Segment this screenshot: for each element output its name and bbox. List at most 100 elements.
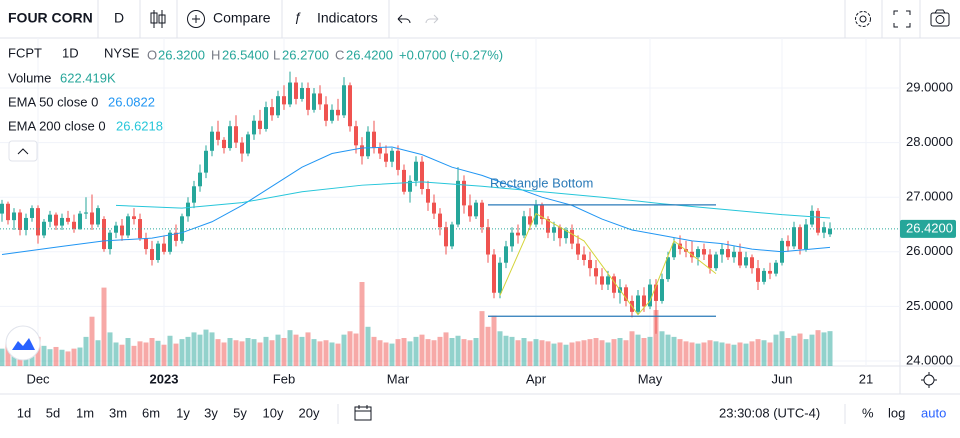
candle-body xyxy=(570,229,574,244)
percent-toggle[interactable]: % xyxy=(862,405,874,420)
volume-bar xyxy=(485,326,491,366)
auto-toggle[interactable]: auto xyxy=(921,405,946,420)
volume-bar xyxy=(701,342,707,366)
legend-symbol: FCPT xyxy=(8,45,42,60)
volume-bar xyxy=(707,340,713,366)
axis-settings[interactable] xyxy=(921,372,937,388)
chart-style-button[interactable] xyxy=(150,10,166,28)
candle-body xyxy=(768,270,772,274)
candle-body xyxy=(96,208,100,225)
candle-body xyxy=(444,227,448,247)
candle-body xyxy=(498,262,502,293)
volume-bar xyxy=(233,340,239,366)
date-range-icon[interactable] xyxy=(354,405,372,421)
volume-bar xyxy=(0,348,5,366)
candle-body xyxy=(126,216,130,236)
volume-bar xyxy=(599,340,605,366)
indicators-button[interactable]: Indicators xyxy=(317,10,378,26)
candle-body xyxy=(516,232,520,236)
volume-bar xyxy=(767,342,773,366)
x-tick-label: May xyxy=(638,371,663,386)
interval-button[interactable]: D xyxy=(114,10,124,26)
candle-body xyxy=(282,96,286,105)
candle-body xyxy=(522,216,526,236)
range-button[interactable]: 5d xyxy=(46,405,60,420)
range-button[interactable]: 10y xyxy=(263,405,284,420)
volume-bar xyxy=(611,339,617,366)
candle-body xyxy=(156,243,160,260)
range-button[interactable]: 1d xyxy=(17,405,31,420)
redo-button[interactable] xyxy=(425,14,439,24)
x-tick-label: 21 xyxy=(859,371,873,386)
volume-bar xyxy=(131,345,137,366)
volume-bar xyxy=(419,334,425,366)
undo-button[interactable] xyxy=(397,14,411,24)
collapse-legend[interactable] xyxy=(8,140,38,162)
x-tick-label: 2023 xyxy=(150,371,179,386)
volume-bar xyxy=(71,348,77,366)
volume-bar xyxy=(107,332,113,366)
volume-bar xyxy=(719,342,725,366)
candle-body xyxy=(30,208,34,218)
volume-pane xyxy=(0,282,833,366)
candle-body xyxy=(114,225,118,233)
volume-bar xyxy=(401,338,407,366)
bottom-bar: 1d 5d 1m 3m 6m 1y 3y 5y 10y 20y 23:30:08 (UTC-4)% l… xyxy=(17,404,946,424)
volume-bar xyxy=(287,330,293,366)
log-toggle[interactable]: log xyxy=(888,405,905,420)
volume-bar xyxy=(161,344,167,366)
volume-bar xyxy=(455,335,461,366)
candle-body xyxy=(24,217,28,230)
legend-close: 26.4200 xyxy=(346,47,393,62)
candle-body xyxy=(180,216,184,241)
volume-bar xyxy=(551,343,557,366)
candle-body xyxy=(48,214,52,222)
logo[interactable] xyxy=(5,325,41,361)
volume-bar xyxy=(281,338,287,366)
indicators-icon[interactable]: ƒ xyxy=(294,9,301,24)
volume-bar xyxy=(257,342,263,366)
range-button[interactable]: 5y xyxy=(233,405,247,420)
volume-bar xyxy=(431,340,437,366)
range-button[interactable]: 20y xyxy=(299,405,320,420)
snapshot-button[interactable] xyxy=(930,9,950,27)
settings-button[interactable] xyxy=(855,11,871,27)
volume-bar xyxy=(329,342,335,366)
range-button[interactable]: 1y xyxy=(176,405,190,420)
volume-bar xyxy=(581,340,587,366)
volume-bar xyxy=(623,340,629,366)
volume-bar xyxy=(653,310,659,366)
volume-bar xyxy=(605,342,611,366)
candle-body xyxy=(204,150,208,173)
candle-body xyxy=(438,213,442,228)
pattern-line xyxy=(499,212,717,316)
candle-body xyxy=(588,259,592,269)
legend-ema200: EMA 200 close 0 xyxy=(8,118,106,133)
candle-body xyxy=(720,249,724,255)
volume-bar xyxy=(305,332,311,366)
volume-bar xyxy=(317,341,323,366)
range-button[interactable]: 3m xyxy=(109,405,127,420)
candle-body xyxy=(774,262,778,274)
range-button[interactable]: 1m xyxy=(76,405,94,420)
candle-body xyxy=(612,276,616,293)
range-button[interactable]: 3y xyxy=(204,405,218,420)
symbol-search[interactable]: FOUR CORN xyxy=(8,10,93,26)
candle-body xyxy=(642,295,646,307)
candle-body xyxy=(648,284,652,307)
candle-body xyxy=(294,82,298,99)
compare-icon[interactable] xyxy=(187,10,205,28)
volume-bar xyxy=(407,341,413,366)
fullscreen-button[interactable] xyxy=(893,10,911,28)
x-tick-label: Mar xyxy=(387,371,410,386)
volume-bar xyxy=(827,331,833,366)
volume-bar xyxy=(77,347,83,366)
volume-bar xyxy=(425,339,431,366)
volume-bar xyxy=(173,343,179,366)
volume-bar xyxy=(341,334,347,366)
candle-body xyxy=(456,180,460,225)
range-button[interactable]: 6m xyxy=(142,405,160,420)
compare-button[interactable]: Compare xyxy=(213,10,271,26)
candle-body xyxy=(372,131,376,149)
candle-body xyxy=(504,246,508,263)
